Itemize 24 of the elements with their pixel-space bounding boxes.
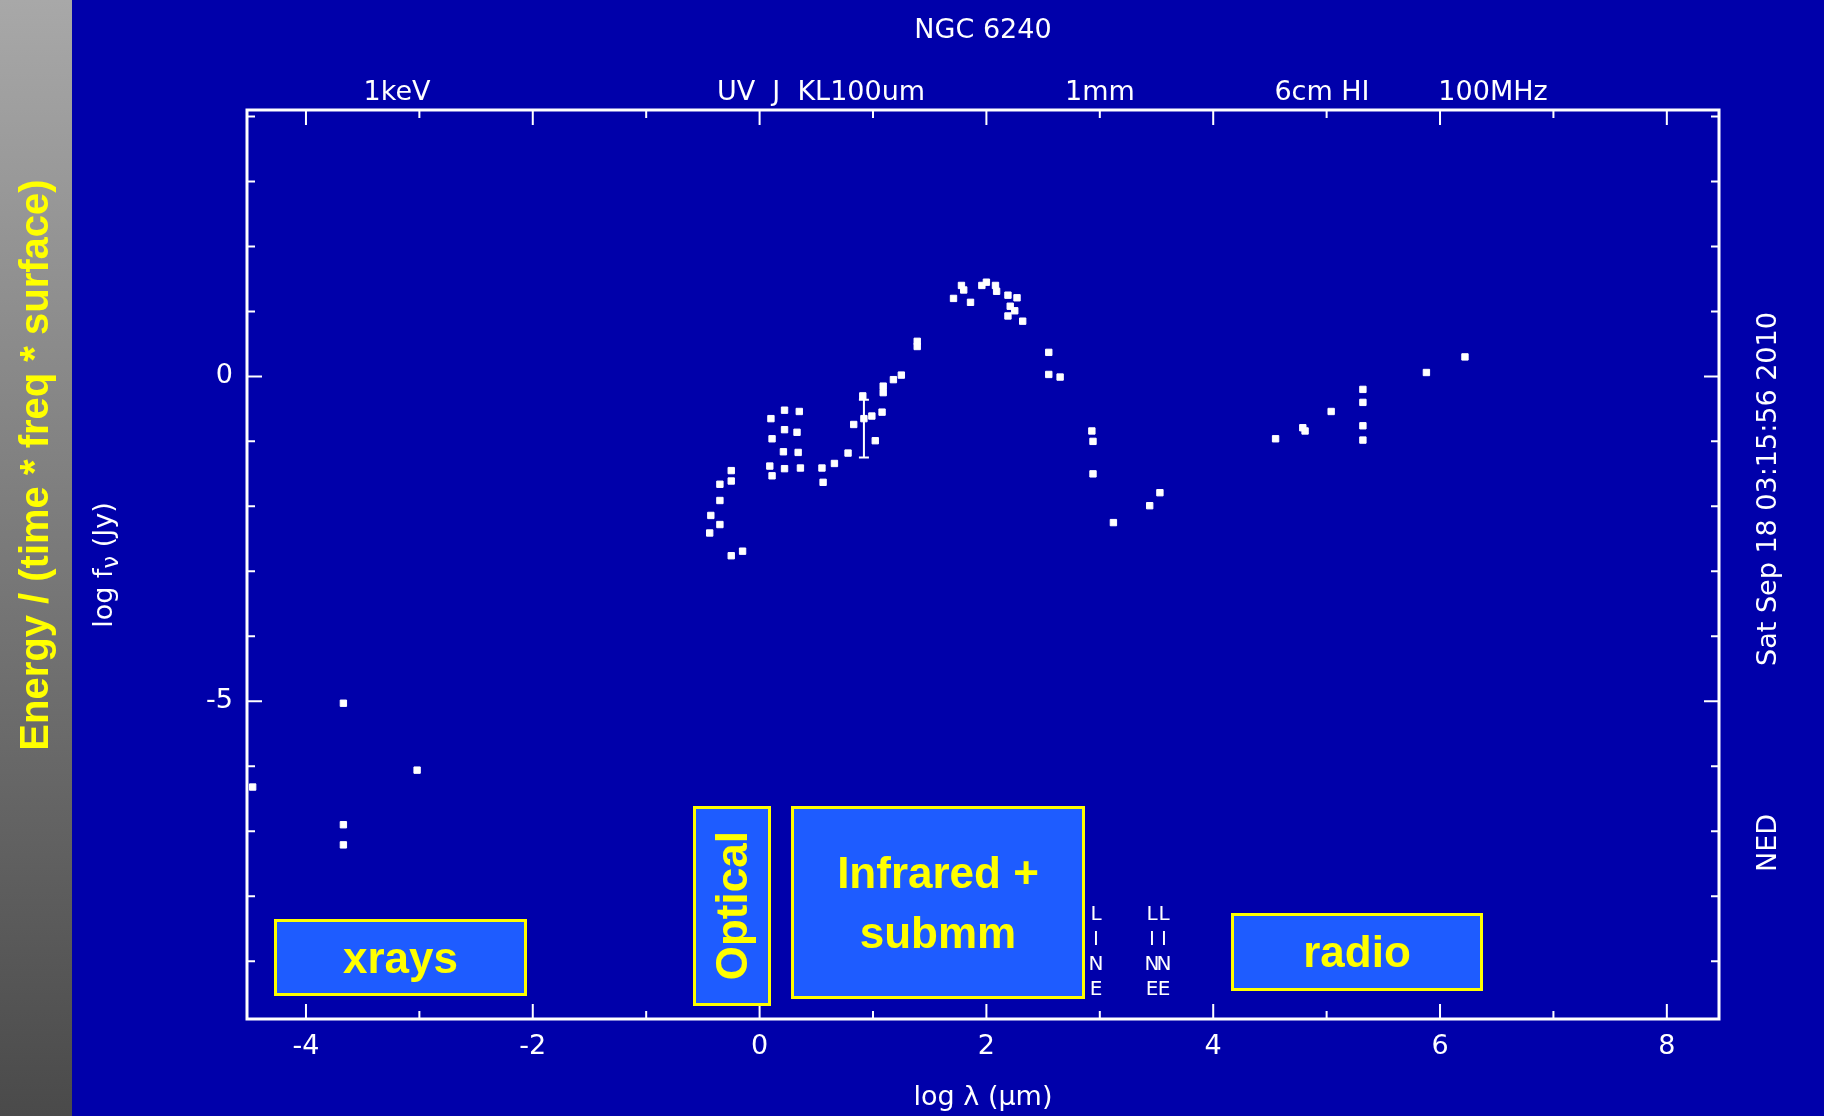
- x-tick-label: -4: [292, 1029, 320, 1061]
- annotation: Optical: [706, 831, 758, 981]
- text: 100MHz: [1438, 74, 1548, 106]
- y-tick-label: -5: [206, 683, 233, 715]
- text: 6cm HI: [1274, 74, 1370, 106]
- text: UV J KL100um: [716, 74, 926, 106]
- x-tick-label: 4: [1204, 1029, 1222, 1061]
- x-tick-label: 0: [751, 1029, 769, 1061]
- text: Energy / (time * freq * surface): [11, 179, 57, 751]
- label-box: xrays: [274, 919, 527, 996]
- label-box: radio: [1231, 913, 1483, 991]
- x-tick-label: -2: [519, 1029, 547, 1061]
- annotation: LINE: [1088, 901, 1104, 1001]
- x-tick-label: 2: [977, 1029, 995, 1061]
- chart-title: NGC 6240: [914, 13, 1052, 45]
- x-axis-title: log λ (µm): [913, 1079, 1053, 1111]
- label-box: Optical: [693, 806, 771, 1006]
- x-tick-label: 6: [1431, 1029, 1449, 1061]
- label-box: Infrared + submm: [791, 806, 1085, 999]
- x-tick-label: 8: [1658, 1029, 1676, 1061]
- text: Sat Sep 18 03:15:56 2010: [1750, 312, 1782, 666]
- text: NED: [1750, 813, 1782, 873]
- text: 1mm: [1065, 74, 1135, 106]
- text: 1keV: [363, 74, 431, 106]
